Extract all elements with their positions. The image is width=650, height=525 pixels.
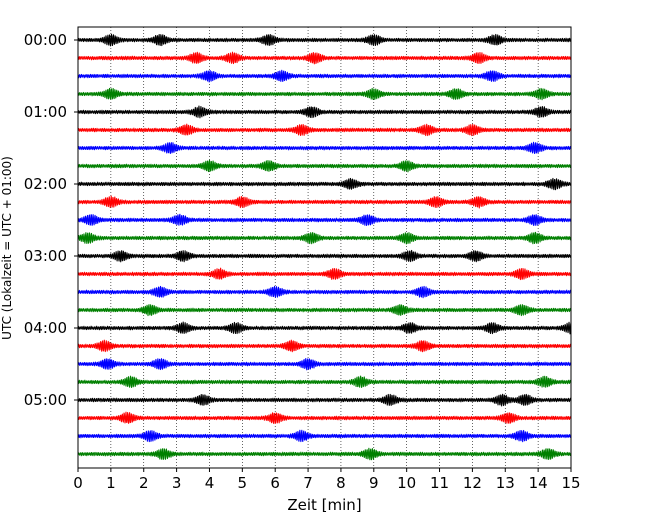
x-tick-label: 13 <box>496 474 515 492</box>
trace-0200 <box>77 177 572 191</box>
trace-0430 <box>77 357 572 371</box>
x-tick-label: 1 <box>106 474 116 492</box>
trace-0530 <box>77 429 572 443</box>
trace-0315 <box>77 267 572 281</box>
y-tick-label: 05:00 <box>24 391 67 409</box>
trace-0015 <box>77 51 572 65</box>
trace-0330 <box>77 285 572 299</box>
trace-0045 <box>77 87 572 101</box>
trace-0100 <box>77 105 572 119</box>
y-axis-label: UTC (Lokalzeit = UTC + 01:00) <box>0 156 14 340</box>
x-tick-label: 14 <box>529 474 548 492</box>
trace-0130 <box>77 141 572 154</box>
trace-0115 <box>77 123 572 137</box>
plot-frame <box>77 26 572 469</box>
x-tick-label: 7 <box>303 474 313 492</box>
y-tick-label: 04:00 <box>24 319 67 337</box>
seismogram-traces <box>77 33 572 461</box>
x-axis-label: Zeit [min] <box>287 496 361 514</box>
x-tick-label: 15 <box>561 474 580 492</box>
trace-0415 <box>77 339 572 353</box>
x-tick-label: 5 <box>238 474 248 492</box>
y-tick-label: 00:00 <box>24 31 67 49</box>
x-tick-label: 3 <box>172 474 182 492</box>
trace-0345 <box>77 304 572 317</box>
x-tick-label: 0 <box>73 474 83 492</box>
y-tick-label: 03:00 <box>24 247 67 265</box>
trace-0230 <box>77 213 572 227</box>
trace-0500 <box>77 393 572 407</box>
x-axis-ticks: 0 1 2 3 4 5 6 7 8 9 10 11 12 13 14 15 <box>73 468 581 492</box>
trace-0300 <box>77 249 572 263</box>
y-tick-label: 02:00 <box>24 175 67 193</box>
y-tick-label: 01:00 <box>24 103 67 121</box>
trace-0545 <box>77 447 572 461</box>
x-tick-label: 12 <box>463 474 482 492</box>
trace-0000 <box>77 33 572 47</box>
trace-0515 <box>77 411 572 424</box>
x-tick-label: 4 <box>205 474 215 492</box>
trace-0145 <box>77 159 572 173</box>
trace-0400 <box>77 321 572 335</box>
trace-0245 <box>77 231 572 245</box>
x-tick-label: 6 <box>270 474 280 492</box>
x-tick-label: 11 <box>430 474 449 492</box>
x-tick-label: 8 <box>336 474 346 492</box>
plot-background <box>78 27 571 468</box>
x-tick-label: 10 <box>397 474 416 492</box>
trace-0030 <box>77 69 572 83</box>
trace-0215 <box>77 195 572 209</box>
trace-0445 <box>77 375 572 389</box>
y-axis-ticks: 00:00 01:00 02:00 03:00 04:00 05:00 <box>24 31 78 409</box>
x-tick-label: 9 <box>369 474 379 492</box>
x-tick-label: 2 <box>139 474 149 492</box>
